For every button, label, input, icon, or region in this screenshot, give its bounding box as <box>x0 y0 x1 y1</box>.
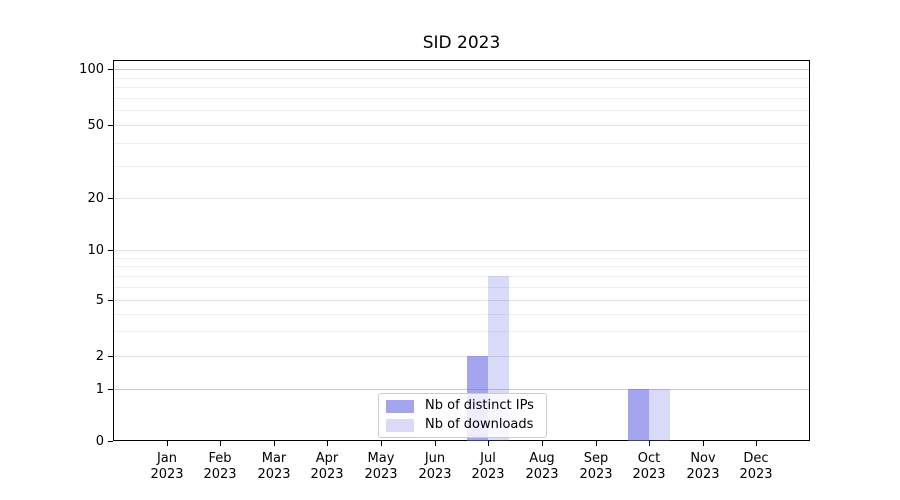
gridline <box>114 77 809 79</box>
gridline <box>114 286 809 288</box>
gridline <box>114 257 809 259</box>
gridline <box>114 110 809 112</box>
x-tick-label: Oct 2023 <box>632 451 666 482</box>
gridline <box>114 142 809 144</box>
y-tick-mark <box>108 300 113 301</box>
y-tick-mark <box>108 125 113 126</box>
x-tick-label: Jul 2023 <box>471 451 505 482</box>
x-tick-label: Apr 2023 <box>310 451 344 482</box>
gridline <box>114 266 809 268</box>
x-tick-label: Jan 2023 <box>150 451 184 482</box>
legend-label: Nb of distinct IPs <box>425 398 534 413</box>
y-tick-mark <box>108 356 113 357</box>
y-tick-label: 100 <box>79 62 104 77</box>
x-tick-label: Mar 2023 <box>257 451 291 482</box>
y-tick-mark <box>108 69 113 70</box>
x-tick-mark <box>274 441 275 446</box>
x-tick-mark <box>649 441 650 446</box>
bar-nb-of-downloads <box>649 389 671 441</box>
x-tick-mark <box>488 441 489 446</box>
gridline <box>114 275 809 277</box>
legend-swatch <box>386 399 414 413</box>
x-tick-mark <box>703 441 704 446</box>
gridline <box>114 250 809 251</box>
y-tick-label: 1 <box>95 382 104 397</box>
legend-entry: Nb of downloads <box>386 418 538 432</box>
gridline <box>114 300 809 301</box>
x-tick-label: Feb 2023 <box>203 451 237 482</box>
x-tick-mark <box>756 441 757 446</box>
y-tick-mark <box>108 198 113 199</box>
x-tick-label: Jun 2023 <box>418 451 452 482</box>
x-tick-label: May 2023 <box>364 451 398 482</box>
gridline <box>114 331 809 333</box>
y-tick-label: 5 <box>95 293 104 308</box>
y-tick-mark <box>108 250 113 251</box>
x-tick-mark <box>327 441 328 446</box>
chart-title: SID 2023 <box>422 33 501 53</box>
y-tick-label: 2 <box>95 349 104 364</box>
x-tick-mark <box>167 441 168 446</box>
y-tick-mark <box>108 389 113 390</box>
bar-nb-of-distinct-ips <box>628 389 650 441</box>
gridline <box>114 125 809 126</box>
x-tick-label: Sep 2023 <box>579 451 613 482</box>
gridline <box>114 165 809 167</box>
legend-entry: Nb of distinct IPs <box>386 399 538 413</box>
gridline <box>114 69 809 70</box>
x-tick-mark <box>596 441 597 446</box>
gridline <box>114 356 809 357</box>
plot-area: Nb of distinct IPs Nb of downloads <box>113 60 810 441</box>
y-tick-label: 0 <box>95 434 104 449</box>
legend-label: Nb of downloads <box>425 417 534 432</box>
legend-swatch <box>386 418 414 432</box>
gridline <box>114 198 809 199</box>
x-tick-mark <box>381 441 382 446</box>
y-tick-label: 20 <box>87 191 104 206</box>
x-tick-mark <box>220 441 221 446</box>
y-tick-label: 10 <box>87 243 104 258</box>
gridline <box>114 97 809 99</box>
legend: Nb of distinct IPs Nb of downloads <box>378 393 547 438</box>
x-tick-label: Nov 2023 <box>686 451 720 482</box>
gridline <box>114 313 809 315</box>
y-tick-mark <box>108 441 113 442</box>
x-tick-label: Dec 2023 <box>739 451 773 482</box>
x-tick-label: Aug 2023 <box>525 451 559 482</box>
x-tick-mark <box>542 441 543 446</box>
gridline <box>114 389 809 390</box>
gridline <box>114 87 809 89</box>
x-tick-mark <box>435 441 436 446</box>
y-tick-label: 50 <box>87 118 104 133</box>
